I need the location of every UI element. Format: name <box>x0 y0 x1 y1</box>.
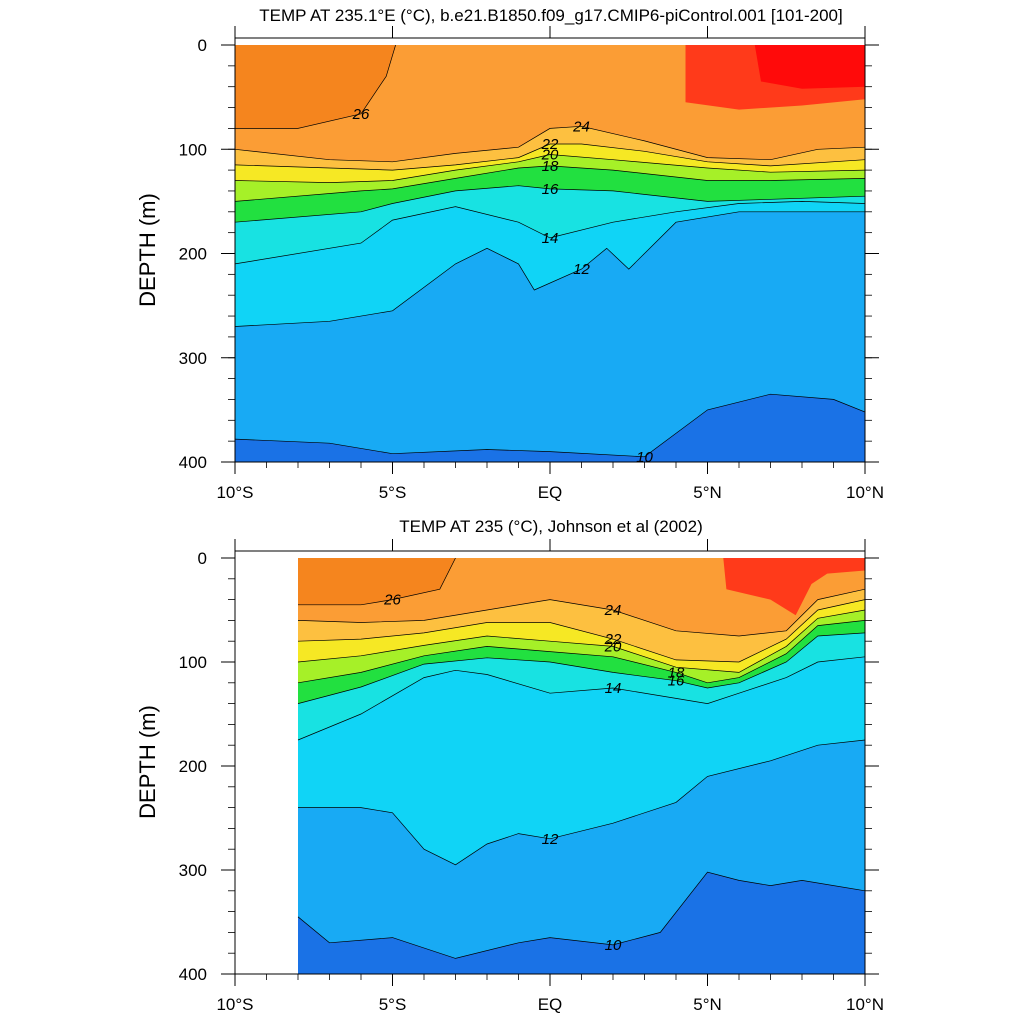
bottom-x-tick-label: 10°N <box>846 995 884 1014</box>
top-isotherm-10 <box>235 393 865 458</box>
top-x-tick-label: 5°N <box>693 483 722 502</box>
top-band-above-26 <box>235 45 396 129</box>
bottom-band-above-26 <box>298 558 456 605</box>
bottom-chart-title: TEMP AT 235 (°C), Johnson et al (2002) <box>399 517 703 536</box>
bottom-contour-label-16: 16 <box>668 673 685 690</box>
top-chart-title: TEMP AT 235.1°E (°C), b.e21.B1850.f09_g1… <box>259 6 842 25</box>
top-isotherm-12 <box>235 211 865 327</box>
bottom-band-above-28 <box>723 558 865 616</box>
top-isotherm-24 <box>235 125 865 163</box>
bottom-contour-label-24: 24 <box>604 602 622 619</box>
bottom-x-tick-label: 5°S <box>379 995 407 1014</box>
bottom-y-axis-label: DEPTH (m) <box>135 705 160 819</box>
bottom-isotherm-24 <box>297 588 865 637</box>
top-band-warmest <box>754 45 865 89</box>
top-y-tick-label: 0 <box>198 36 207 55</box>
top-y-tick-label: 200 <box>179 245 207 264</box>
bottom-isotherm-10 <box>297 871 865 959</box>
top-isotherm-20 <box>235 154 865 183</box>
top-x-tick-label: EQ <box>538 483 563 502</box>
bottom-x-tick-label: 10°S <box>216 995 253 1014</box>
top-contour-label-18: 18 <box>542 158 559 175</box>
top-filled-bands <box>235 45 865 462</box>
bottom-x-tick-label: 5°N <box>693 995 722 1014</box>
top-isotherm-22 <box>235 143 865 171</box>
top-isotherm-18 <box>235 165 865 202</box>
bottom-contour-label-26: 26 <box>383 592 401 609</box>
top-contour-label-16: 16 <box>542 181 559 198</box>
top-contour-label-12: 12 <box>573 261 590 278</box>
bottom-contour-label-20: 20 <box>604 638 622 655</box>
top-x-tick-label: 10°N <box>846 483 884 502</box>
bottom-isotherm-lines <box>297 558 865 959</box>
top-y-tick-label: 300 <box>179 349 207 368</box>
bottom-isotherm-12 <box>298 739 865 866</box>
bottom-contour-label-10: 10 <box>605 937 622 954</box>
bottom-isotherm-20 <box>297 609 865 673</box>
bottom-y-tick-label: 400 <box>179 965 207 984</box>
top-y-tick-label: 400 <box>179 453 207 472</box>
top-y-axis-label: DEPTH (m) <box>135 193 160 307</box>
bottom-y-tick-label: 100 <box>179 653 207 672</box>
bottom-contour-label-14: 14 <box>605 680 622 697</box>
top-contour-label-14: 14 <box>542 230 559 247</box>
bottom-y-tick-label: 300 <box>179 861 207 880</box>
bottom-isotherm-22 <box>297 599 865 663</box>
top-x-tick-label: 5°S <box>379 483 407 502</box>
bottom-x-tick-label: EQ <box>538 995 563 1014</box>
top-contour-label-20: 20 <box>541 146 559 163</box>
bottom-y-tick-label: 200 <box>179 757 207 776</box>
top-x-tick-label: 10°S <box>216 483 253 502</box>
top-y-tick-label: 100 <box>179 140 207 159</box>
top-isotherm-14 <box>235 201 865 265</box>
bottom-filled-bands <box>298 558 865 974</box>
bottom-contour-label-22: 22 <box>604 631 622 648</box>
bottom-y-tick-label: 0 <box>198 549 207 568</box>
top-isotherm-26 <box>235 45 396 129</box>
bottom-contour-label-18: 18 <box>668 664 685 681</box>
top-isotherm-lines <box>235 45 865 458</box>
top-contour-label-24: 24 <box>572 118 590 135</box>
bottom-isotherm-14 <box>297 656 865 741</box>
bottom-contour-label-12: 12 <box>542 831 559 848</box>
bottom-isotherm-18 <box>297 620 865 684</box>
top-contour-label-22: 22 <box>541 136 559 153</box>
bottom-isotherm-16 <box>297 632 865 704</box>
bottom-isotherm-26 <box>298 558 456 606</box>
top-isotherm-16 <box>235 185 865 223</box>
top-contour-label-26: 26 <box>352 106 370 123</box>
